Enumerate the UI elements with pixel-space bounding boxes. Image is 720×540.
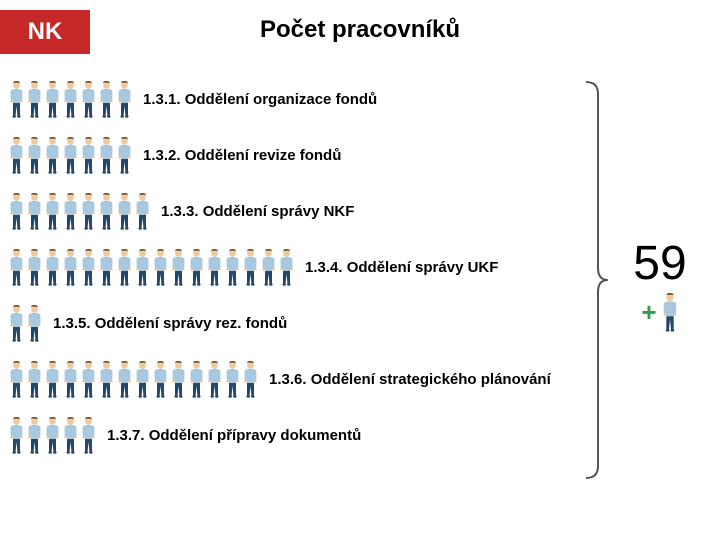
person-icon xyxy=(80,248,97,286)
person-icon xyxy=(134,360,151,398)
department-label: 1.3.7. Oddělení přípravy dokumentů xyxy=(107,427,361,444)
person-icon xyxy=(242,248,259,286)
plus-row: + xyxy=(620,292,700,332)
person-icon xyxy=(8,80,25,118)
person-icon xyxy=(26,80,43,118)
person-icon xyxy=(44,416,61,454)
person-icon xyxy=(80,360,97,398)
person-icon xyxy=(116,248,133,286)
extra-person-icon xyxy=(661,292,679,332)
person-icon xyxy=(98,80,115,118)
department-rows: 1.3.1. Oddělení organizace fondů xyxy=(8,80,568,472)
person-icon xyxy=(26,248,43,286)
person-icon xyxy=(260,248,277,286)
department-row: 1.3.7. Oddělení přípravy dokumentů xyxy=(8,416,568,454)
person-icon xyxy=(98,192,115,230)
department-label: 1.3.3. Oddělení správy NKF xyxy=(161,203,354,220)
person-icon xyxy=(206,248,223,286)
grouping-bracket xyxy=(582,80,610,480)
person-icon xyxy=(170,360,187,398)
people-group xyxy=(8,304,43,342)
person-icon xyxy=(62,416,79,454)
person-icon xyxy=(116,80,133,118)
person-icon xyxy=(26,192,43,230)
people-group xyxy=(8,360,259,398)
department-label: 1.3.4. Oddělení správy UKF xyxy=(305,259,498,276)
person-icon xyxy=(62,360,79,398)
person-icon xyxy=(206,360,223,398)
total-number: 59 xyxy=(620,240,700,288)
department-label: 1.3.6. Oddělení strategického plánování xyxy=(269,371,551,388)
person-icon xyxy=(80,80,97,118)
person-icon xyxy=(26,360,43,398)
department-row: 1.3.6. Oddělení strategického plánování xyxy=(8,360,568,398)
person-icon xyxy=(8,136,25,174)
person-icon xyxy=(98,136,115,174)
person-icon xyxy=(44,136,61,174)
department-label: 1.3.1. Oddělení organizace fondů xyxy=(143,91,377,108)
person-icon xyxy=(134,192,151,230)
person-icon xyxy=(8,304,25,342)
person-icon xyxy=(26,304,43,342)
person-icon xyxy=(26,416,43,454)
person-icon xyxy=(8,192,25,230)
person-icon xyxy=(98,360,115,398)
person-icon xyxy=(242,360,259,398)
department-label: 1.3.2. Oddělení revize fondů xyxy=(143,147,341,164)
person-icon xyxy=(152,360,169,398)
person-icon xyxy=(170,248,187,286)
department-label: 1.3.5. Oddělení správy rez. fondů xyxy=(53,315,287,332)
total-block: 59 + xyxy=(620,240,700,332)
people-group xyxy=(8,80,133,118)
person-icon xyxy=(44,192,61,230)
people-group xyxy=(8,248,295,286)
person-icon xyxy=(188,360,205,398)
people-group xyxy=(8,136,133,174)
person-icon xyxy=(80,416,97,454)
person-icon xyxy=(26,136,43,174)
person-icon xyxy=(62,80,79,118)
person-icon xyxy=(8,360,25,398)
person-icon xyxy=(62,192,79,230)
person-icon xyxy=(116,136,133,174)
person-icon xyxy=(8,416,25,454)
page-title: Počet pracovníků xyxy=(0,16,720,44)
person-icon xyxy=(278,248,295,286)
person-icon xyxy=(134,248,151,286)
person-icon xyxy=(62,248,79,286)
person-icon xyxy=(116,360,133,398)
department-row: 1.3.2. Oddělení revize fondů xyxy=(8,136,568,174)
department-row: 1.3.3. Oddělení správy NKF xyxy=(8,192,568,230)
person-icon xyxy=(152,248,169,286)
department-row: 1.3.1. Oddělení organizace fondů xyxy=(8,80,568,118)
person-icon xyxy=(224,360,241,398)
department-row: 1.3.4. Oddělení správy UKF xyxy=(8,248,568,286)
people-group xyxy=(8,416,97,454)
person-icon xyxy=(116,192,133,230)
person-icon xyxy=(8,248,25,286)
person-icon xyxy=(224,248,241,286)
plus-sign: + xyxy=(641,297,656,328)
people-group xyxy=(8,192,151,230)
person-icon xyxy=(188,248,205,286)
person-icon xyxy=(44,248,61,286)
person-icon xyxy=(44,80,61,118)
person-icon xyxy=(62,136,79,174)
person-icon xyxy=(98,248,115,286)
person-icon xyxy=(80,192,97,230)
person-icon xyxy=(80,136,97,174)
person-icon xyxy=(44,360,61,398)
department-row: 1.3.5. Oddělení správy rez. fondů xyxy=(8,304,568,342)
